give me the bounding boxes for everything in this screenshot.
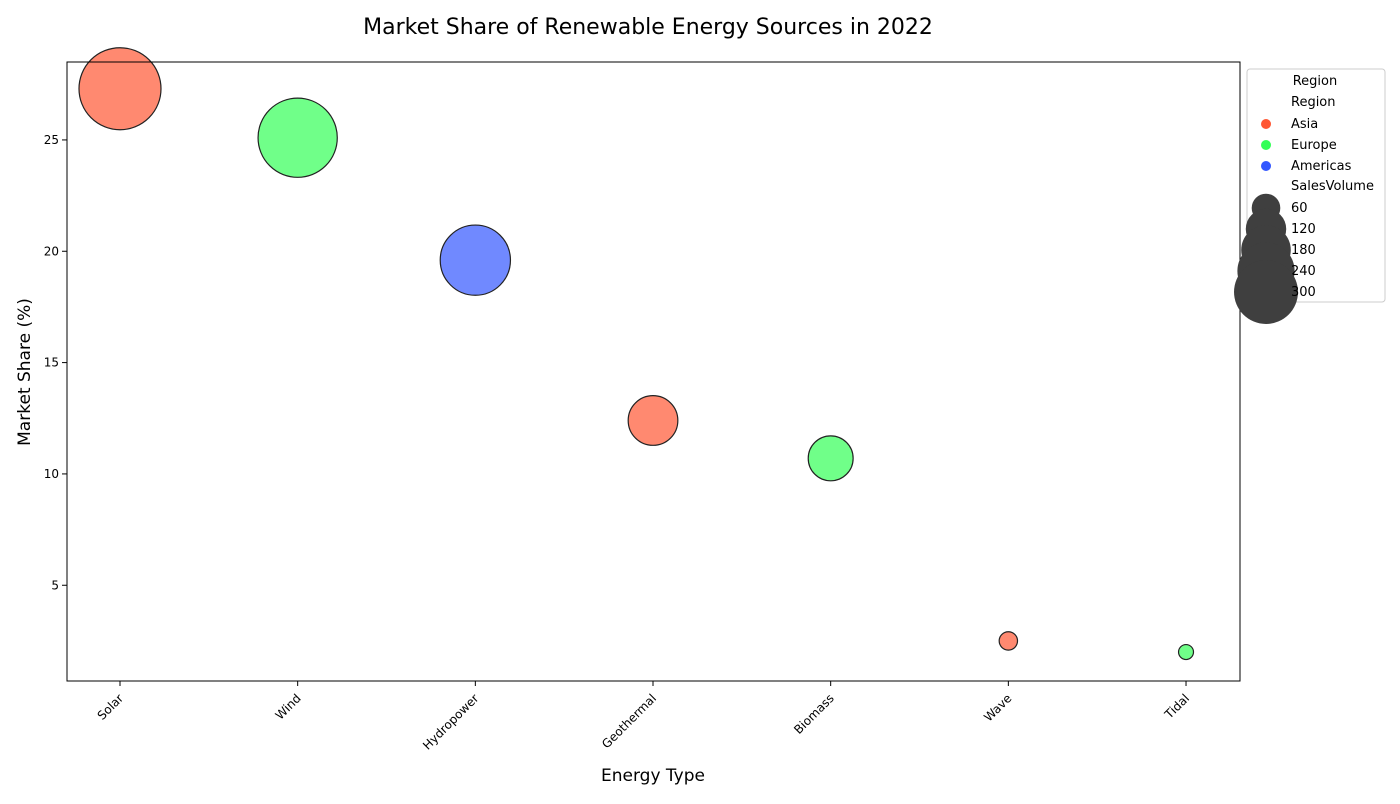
x-tick-label: Tidal: [1161, 691, 1192, 722]
y-ticks: 5 10 15 20 25: [44, 133, 67, 592]
y-tick-label: 10: [44, 467, 59, 481]
legend-size-label: 180: [1291, 243, 1316, 258]
x-tick-label: Geothermal: [599, 691, 659, 751]
legend-label: Asia: [1291, 117, 1318, 132]
data-point: [257, 97, 338, 178]
legend: Region Region Asia Europe Americas SalesVo…: [1234, 68, 1386, 324]
data-point: [439, 224, 512, 296]
legend-size-marker: [1234, 260, 1298, 324]
points-layer: [78, 47, 1195, 661]
legend-hue-title: Region: [1291, 95, 1336, 110]
legend-size-entries: 60 120 180 240 300: [1234, 193, 1316, 324]
x-tick-label: Wave: [981, 691, 1014, 724]
data-point: [998, 631, 1019, 651]
x-ticks: Solar Wind Hydropower Geothermal Biomass Wave…: [95, 681, 1192, 753]
y-tick-label: 5: [51, 578, 59, 592]
data-point: [1177, 643, 1195, 661]
y-axis-label: Market Share (%): [15, 298, 35, 446]
x-axis-label: Energy Type: [601, 766, 705, 786]
legend-marker: [1261, 119, 1271, 129]
legend-hue-entries: Asia Europe Americas: [1261, 117, 1352, 174]
x-tick-label: Solar: [95, 691, 127, 723]
legend-size-label: 240: [1291, 264, 1316, 279]
legend-label: Americas: [1291, 159, 1352, 174]
y-tick-label: 20: [44, 244, 59, 258]
data-point: [807, 435, 854, 482]
legend-marker: [1261, 161, 1271, 171]
legend-size-label: 300: [1291, 285, 1316, 300]
plot-frame: [66, 61, 1241, 682]
chart-title: Market Share of Renewable Energy Sources…: [363, 15, 933, 40]
legend-title: Region: [1293, 74, 1338, 89]
legend-label: Europe: [1291, 138, 1337, 153]
legend-size-title: SalesVolume: [1291, 179, 1374, 194]
data-point: [627, 395, 679, 446]
y-tick-label: 15: [44, 356, 59, 370]
legend-size-label: 60: [1291, 201, 1308, 216]
y-tick-label: 25: [44, 133, 59, 147]
legend-marker: [1261, 140, 1271, 150]
legend-size-label: 120: [1291, 222, 1316, 237]
x-tick-label: Hydropower: [420, 691, 481, 752]
x-tick-label: Biomass: [791, 691, 837, 737]
data-point: [78, 47, 162, 131]
x-tick-label: Wind: [273, 691, 304, 722]
